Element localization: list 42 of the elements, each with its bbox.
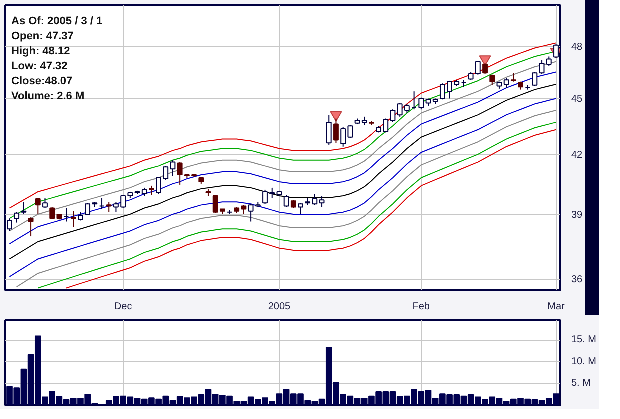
candlestick bbox=[532, 72, 538, 87]
annotation: Low: 47.32 bbox=[12, 60, 68, 72]
candlestick bbox=[170, 160, 176, 176]
candlestick bbox=[298, 202, 304, 215]
y-tick-label: 36 bbox=[572, 274, 584, 286]
candlestick bbox=[482, 63, 488, 74]
candlestick bbox=[149, 185, 154, 196]
annotation: Open: 47.37 bbox=[12, 30, 74, 42]
candlestick bbox=[475, 60, 481, 76]
candlestick bbox=[85, 202, 91, 216]
y-tick-label: 45 bbox=[572, 94, 584, 106]
annotation: Close:48.07 bbox=[12, 76, 73, 88]
candlestick bbox=[539, 60, 545, 74]
candlestick bbox=[319, 196, 325, 208]
y-tick-label: 10. M bbox=[572, 356, 597, 368]
annotation: As Of: 2005 / 3 / 1 bbox=[12, 16, 103, 28]
annotation: High: 48.12 bbox=[12, 46, 70, 58]
y-tick-label: 15. M bbox=[572, 334, 597, 346]
candlestick bbox=[42, 198, 48, 209]
candlestick bbox=[390, 109, 396, 123]
candlestick bbox=[504, 78, 510, 89]
candlestick bbox=[546, 56, 552, 67]
annotation: Volume: 2.6 M bbox=[12, 90, 85, 102]
x-tick-label: Mar bbox=[548, 302, 566, 312]
candlestick bbox=[14, 212, 20, 224]
candlestick bbox=[241, 204, 247, 215]
y-tick-label: 48 bbox=[572, 42, 584, 54]
y-tick-label: 42 bbox=[572, 150, 584, 162]
candlestick bbox=[70, 210, 76, 228]
candlestick bbox=[21, 202, 27, 215]
candlestick bbox=[106, 202, 112, 213]
point bbox=[330, 111, 342, 122]
y-tick-label: 39 bbox=[572, 210, 584, 221]
x-tick-label: Dec bbox=[114, 302, 132, 312]
candlestick bbox=[35, 198, 41, 215]
y-tick-label: 5. M bbox=[572, 378, 591, 390]
x-tick-label: Feb bbox=[412, 302, 430, 312]
x-tick-label: 2005 bbox=[268, 302, 292, 312]
candlestick bbox=[334, 118, 339, 144]
candlestick bbox=[28, 217, 34, 238]
candlestick bbox=[326, 114, 332, 146]
candlestick bbox=[284, 194, 290, 208]
